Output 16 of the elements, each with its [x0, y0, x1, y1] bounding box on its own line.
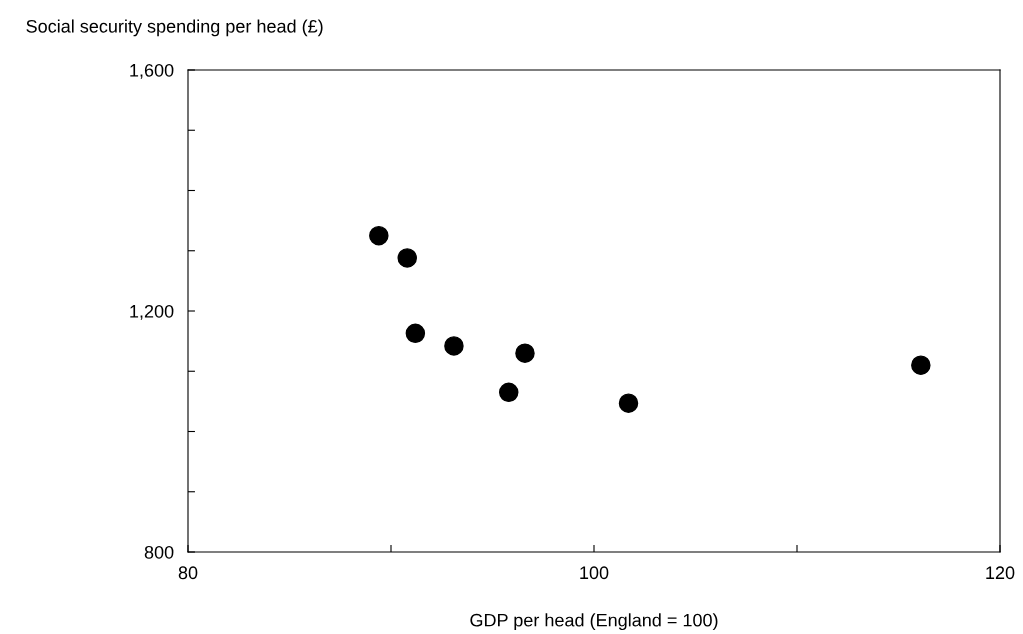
point	[498, 382, 519, 403]
point	[369, 225, 389, 246]
x-tick-label: 100	[580, 566, 609, 580]
y-tick-label: 800	[144, 545, 174, 559]
point	[618, 393, 639, 413]
point	[515, 343, 535, 363]
y-tick-label: 1,200	[130, 304, 174, 320]
y-axis-title: Social security spending per head (£)	[26, 19, 323, 37]
point	[444, 336, 464, 356]
point	[405, 323, 426, 344]
x-tick-label: 120	[986, 566, 1015, 580]
x-tick-label: 80	[178, 566, 198, 580]
y-tick-label: 1,600	[130, 63, 174, 79]
x-axis-title: GDP per head (England = 100)	[470, 613, 718, 631]
point	[397, 248, 417, 268]
point	[911, 355, 931, 375]
